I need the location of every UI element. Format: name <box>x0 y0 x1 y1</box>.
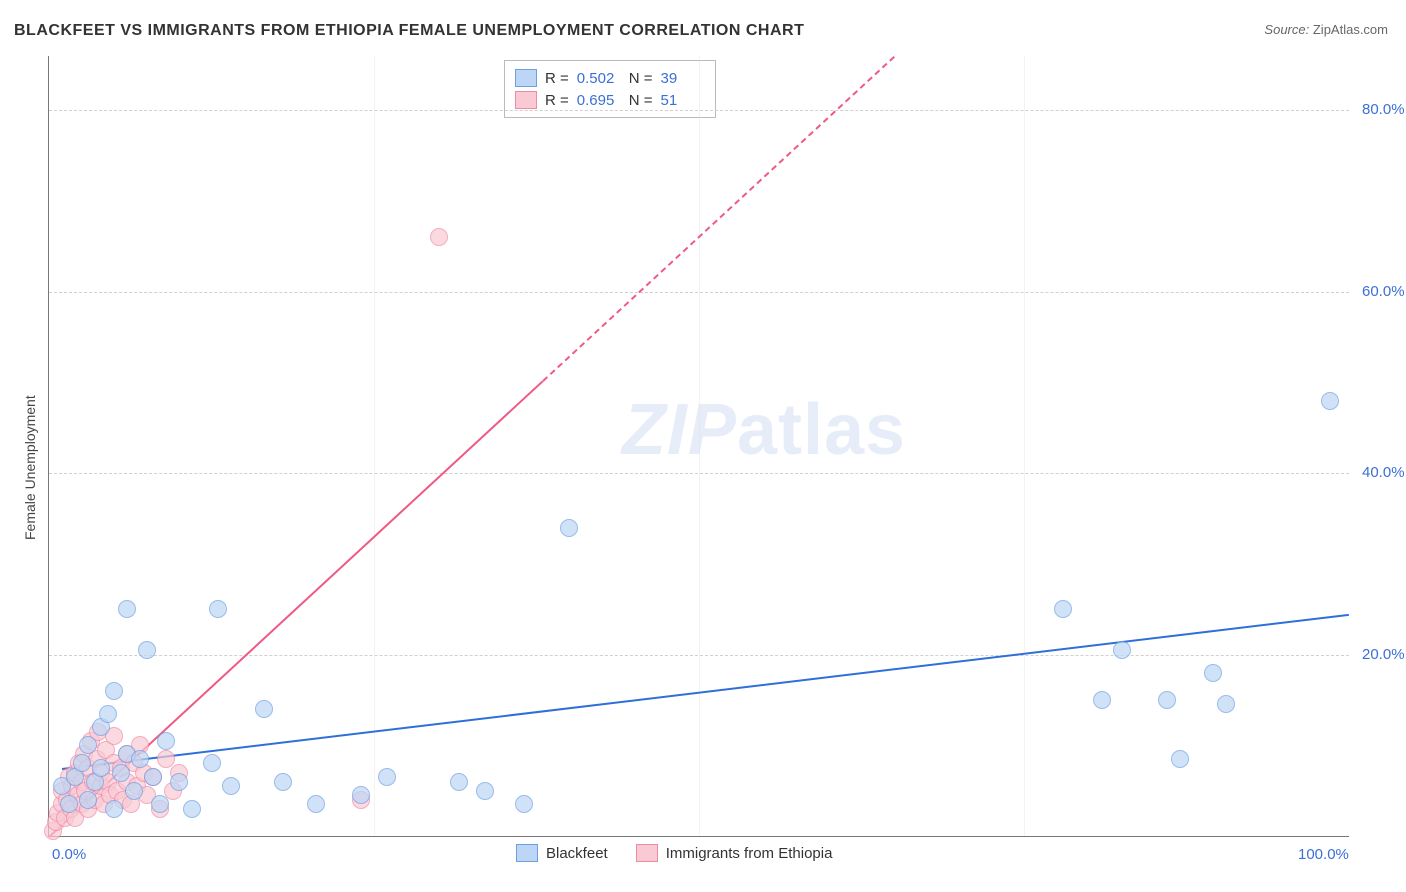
data-point-blue <box>1204 664 1222 682</box>
data-point-blue <box>105 800 123 818</box>
data-point-blue <box>1093 691 1111 709</box>
legend-stats-row-pink: R = 0.695 N = 51 <box>515 89 705 111</box>
trend-line-blue <box>62 614 1349 770</box>
legend-r-label: R = <box>545 92 569 109</box>
legend-r-label: R = <box>545 70 569 87</box>
source-label: Source: <box>1264 22 1309 37</box>
data-point-blue <box>131 750 149 768</box>
data-point-pink <box>430 228 448 246</box>
data-point-blue <box>118 600 136 618</box>
chart-title: BLACKFEET VS IMMIGRANTS FROM ETHIOPIA FE… <box>14 22 804 40</box>
y-tick-label: 40.0% <box>1362 464 1405 481</box>
data-point-blue <box>1171 750 1189 768</box>
legend-n-label: N = <box>629 92 653 109</box>
data-point-blue <box>157 732 175 750</box>
data-point-blue <box>352 786 370 804</box>
legend-label-pink: Immigrants from Ethiopia <box>666 845 833 862</box>
data-point-blue <box>476 782 494 800</box>
legend-swatch-blue <box>515 69 537 87</box>
data-point-blue <box>79 736 97 754</box>
watermark-atlas: atlas <box>737 390 906 470</box>
data-point-blue <box>151 795 169 813</box>
legend-r-pink: 0.695 <box>577 92 621 109</box>
data-point-blue <box>209 600 227 618</box>
x-gridline <box>1024 56 1025 836</box>
legend-series: Blackfeet Immigrants from Ethiopia <box>516 844 832 862</box>
plot-area: ZIPatlas R = 0.502 N = 39 R = 0.695 N = … <box>48 56 1349 837</box>
data-point-blue <box>1113 641 1131 659</box>
legend-item-pink: Immigrants from Ethiopia <box>636 844 833 862</box>
source-value: ZipAtlas.com <box>1313 22 1388 37</box>
data-point-blue <box>1158 691 1176 709</box>
data-point-blue <box>203 754 221 772</box>
legend-n-blue: 39 <box>661 70 705 87</box>
y-tick-label: 20.0% <box>1362 646 1405 663</box>
watermark-zip: ZIP <box>622 390 737 470</box>
data-point-blue <box>274 773 292 791</box>
y-tick-label: 80.0% <box>1362 101 1405 118</box>
legend-swatch-pink <box>515 91 537 109</box>
data-point-blue <box>92 759 110 777</box>
legend-swatch-blue <box>516 844 538 862</box>
data-point-blue <box>60 795 78 813</box>
x-tick-label: 0.0% <box>52 846 86 863</box>
data-point-blue <box>1217 695 1235 713</box>
source-attribution: Source: ZipAtlas.com <box>1264 22 1388 37</box>
data-point-blue <box>1321 392 1339 410</box>
legend-n-pink: 51 <box>661 92 705 109</box>
legend-item-blue: Blackfeet <box>516 844 608 862</box>
x-tick-label: 100.0% <box>1298 846 1349 863</box>
data-point-blue <box>144 768 162 786</box>
data-point-blue <box>450 773 468 791</box>
x-gridline <box>699 56 700 836</box>
legend-stats: R = 0.502 N = 39 R = 0.695 N = 51 <box>504 60 716 118</box>
legend-swatch-pink <box>636 844 658 862</box>
data-point-blue <box>222 777 240 795</box>
data-point-blue <box>125 782 143 800</box>
data-point-blue <box>255 700 273 718</box>
data-point-blue <box>105 682 123 700</box>
legend-stats-row-blue: R = 0.502 N = 39 <box>515 67 705 89</box>
data-point-blue <box>307 795 325 813</box>
data-point-blue <box>1054 600 1072 618</box>
data-point-blue <box>560 519 578 537</box>
legend-n-label: N = <box>629 70 653 87</box>
data-point-blue <box>378 768 396 786</box>
legend-r-blue: 0.502 <box>577 70 621 87</box>
y-axis-title: Female Unemployment <box>22 395 38 540</box>
data-point-blue <box>99 705 117 723</box>
data-point-blue <box>183 800 201 818</box>
y-tick-label: 60.0% <box>1362 283 1405 300</box>
data-point-blue <box>112 764 130 782</box>
data-point-blue <box>170 773 188 791</box>
data-point-blue <box>79 791 97 809</box>
legend-label-blue: Blackfeet <box>546 845 608 862</box>
data-point-blue <box>515 795 533 813</box>
data-point-blue <box>73 754 91 772</box>
watermark: ZIPatlas <box>622 389 906 471</box>
data-point-blue <box>138 641 156 659</box>
x-gridline <box>374 56 375 836</box>
